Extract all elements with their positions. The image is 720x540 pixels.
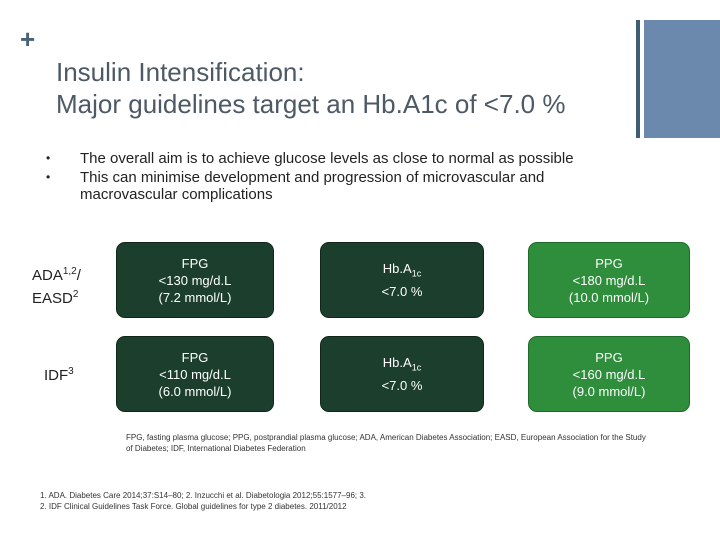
row-label-sup2: 2 <box>72 289 79 300</box>
box-value-mmol: (7.2 mmol/L) <box>158 289 232 305</box>
bullet-item: • This can minimise development and prog… <box>46 169 646 203</box>
title-line-1: Insulin Intensification: <box>56 57 305 87</box>
bullet-item: • The overall aim is to achieve glucose … <box>46 150 646 167</box>
row-label-text: ADA <box>32 267 63 284</box>
plus-icon: + <box>20 24 36 54</box>
box-title: PPG <box>595 255 623 271</box>
box-title-text: Hb.A <box>382 355 412 371</box>
hba1c-target-box: Hb.A1c <7.0 % <box>320 336 484 412</box>
box-title-text: Hb.A <box>382 261 412 277</box>
row-label-sup: 1,2 <box>62 266 77 277</box>
accent-bar-wide <box>644 20 720 138</box>
accent-bar-thin <box>636 20 640 138</box>
fpg-target-box: FPG <110 mg/d.L (6.0 mmol/L) <box>116 336 274 412</box>
ppg-target-box: PPG <160 mg/d.L (9.0 mmol/L) <box>528 336 690 412</box>
box-value-mmol: (6.0 mmol/L) <box>158 383 232 399</box>
reference-line: 2. IDF Clinical Guidelines Task Force. G… <box>40 502 347 511</box>
box-value: <110 mg/d.L <box>159 366 231 382</box>
box-value-mmol: (9.0 mmol/L) <box>572 383 646 399</box>
box-value: <130 mg/d.L <box>158 272 232 288</box>
bullet-list: • The overall aim is to achieve glucose … <box>46 150 646 205</box>
box-title: Hb.A1c <box>383 354 421 377</box>
box-title: FPG <box>181 349 209 365</box>
bullet-text: This can minimise development and progre… <box>80 169 545 203</box>
row-label-ada-easd: ADA1,2/ EASD2 <box>32 262 112 308</box>
box-value-mmol: (10.0 mmol/L) <box>568 289 650 305</box>
box-value: <7.0 % <box>381 377 423 393</box>
row-label-rest: / EASD <box>32 267 81 307</box>
abbreviations-footnote: FPG, fasting plasma glucose; PPG, postpr… <box>126 433 646 453</box>
row-label-text: IDF <box>44 367 69 384</box>
box-value: <180 mg/d.L <box>572 272 646 288</box>
box-title-sub: 1c <box>411 362 422 373</box>
hba1c-target-box: Hb.A1c <7.0 % <box>320 242 484 318</box>
references: 1. ADA. Diabetes Care 2014;37:S14–80; 2.… <box>40 490 540 512</box>
bullet-dot-icon: • <box>46 170 51 184</box>
box-value: <160 mg/d.L <box>572 366 646 382</box>
reference-line: 1. ADA. Diabetes Care 2014;37:S14–80; 2.… <box>40 491 367 500</box>
box-title: FPG <box>181 255 209 271</box>
row-label-idf: IDF3 <box>44 362 114 385</box>
slide-title: Insulin Intensification: Major guideline… <box>56 56 626 120</box>
title-line-2: Major guidelines target an Hb.A1c of <7.… <box>56 89 566 119</box>
row-label-sup: 3 <box>68 366 74 377</box>
ppg-target-box: PPG <180 mg/d.L (10.0 mmol/L) <box>528 242 690 318</box>
fpg-target-box: FPG <130 mg/d.L (7.2 mmol/L) <box>116 242 274 318</box>
bullet-dot-icon: • <box>46 151 51 165</box>
bullet-text: The overall aim is to achieve glucose le… <box>80 150 574 167</box>
box-title: Hb.A1c <box>383 260 421 283</box>
box-title: PPG <box>595 349 623 365</box>
box-value: <7.0 % <box>381 283 423 299</box>
box-title-sub: 1c <box>411 268 422 279</box>
